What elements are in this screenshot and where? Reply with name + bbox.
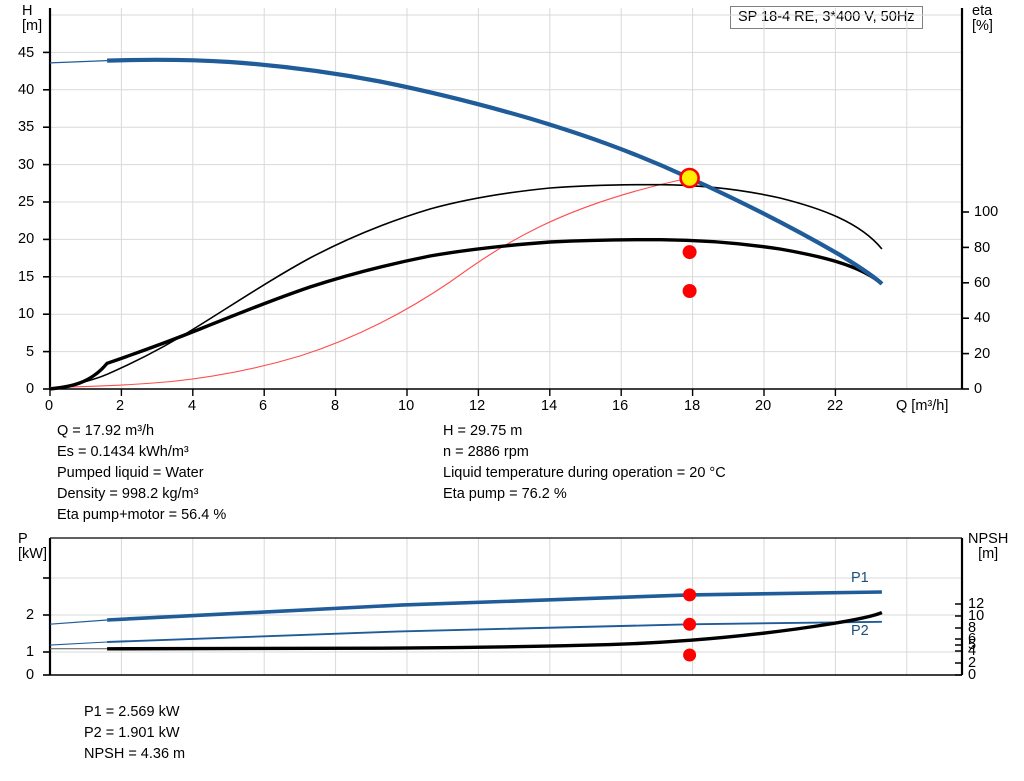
eta-pump-curve [49,183,883,390]
top-chart-y-left-ticks [43,51,50,390]
info-temperature: Liquid temperature during operation = 20… [443,465,726,481]
p2-duty-marker [683,617,697,631]
top-x-tick-2: 2 [116,398,125,414]
top-chart-vertical-gridlines [120,8,908,389]
info-p2: P2 = 1.901 kW [84,725,180,741]
info-density: Density = 998.2 kg/m³ [57,486,199,502]
top-y-right-tick-100: 100 [974,204,999,220]
top-x-tick-12: 12 [469,398,486,414]
top-x-tick-4: 4 [188,398,197,414]
top-chart-horizontal-gridlines [50,14,962,353]
top-chart-plot [43,8,969,396]
operating-data-left-column: Q = 17.92 m³/h Es = 0.1434 kWh/m³ Pumped… [57,421,226,526]
bottom-chart-y-left-label: P [18,531,28,547]
eta-pump-motor-duty-marker [682,284,697,298]
top-chart-y-left-axis-title: H [m] [22,4,42,34]
top-y-right-tick-80: 80 [974,240,991,256]
eta-pump-motor-curve [49,237,884,391]
info-p1: P1 = 2.569 kW [84,704,180,720]
npsh-curve [107,611,883,651]
bottom-chart-plot [43,537,964,676]
bottom-y-right-tick-10: 10 [968,608,985,624]
p1-duty-marker [683,588,697,602]
head-curve [49,60,108,64]
top-y-left-tick-35: 35 [18,119,35,135]
p2-curve-label: P2 [851,623,869,639]
top-chart-y-right-unit: [%] [972,18,993,34]
p2-curve [107,620,882,643]
bottom-chart-y-right-unit: [m] [978,546,999,562]
system-curve [49,177,690,388]
p1-curve-extension [49,619,108,625]
bottom-y-right-tick-2: 2 [968,655,977,671]
top-chart-y-right-ticks [962,211,969,390]
bottom-chart-y-left-ticks [43,577,50,676]
bottom-chart: P [kW] NPSH [m] [0,528,1024,698]
eta-pump-duty-marker [682,245,697,260]
info-npsh: NPSH = 4.36 m [84,746,186,762]
top-chart-x-ticks [49,389,837,396]
top-y-right-tick-40: 40 [974,310,991,326]
bottom-y-right-tick-5: 5 [968,637,977,653]
top-chart-y-left-unit: [m] [22,18,43,34]
top-x-tick-0: 0 [45,398,54,414]
bottom-y-right-tick-4: 4 [968,643,977,659]
info-eta-pump: Eta pump = 76.2 % [443,486,567,502]
bottom-chart-y-right-axis-title: NPSH [m] [968,532,1008,562]
power-data-column: P1 = 2.569 kW P2 = 1.901 kW NPSH = 4.36 … [84,702,185,765]
bottom-chart-y-left-axis-title: P [kW] [18,532,47,562]
info-eta-pump-motor: Eta pump+motor = 56.4 % [57,507,227,523]
top-x-tick-6: 6 [259,398,268,414]
top-chart-y-right-label: eta [972,3,993,19]
top-y-right-tick-20: 20 [974,346,991,362]
top-x-tick-8: 8 [331,398,340,414]
top-y-left-tick-20: 20 [18,231,35,247]
bottom-y-right-tick-6: 6 [968,631,977,647]
bottom-y-left-tick-0: 0 [26,667,35,683]
top-chart: H [m] eta [%] SP 18-4 RE, 3*400 V, 50Hz [18,4,999,415]
top-y-left-tick-45: 45 [18,45,35,61]
info-speed: n = 2886 rpm [443,444,529,460]
top-x-tick-16: 16 [612,398,629,414]
top-x-tick-18: 18 [684,398,701,414]
info-es: Es = 0.1434 kWh/m³ [57,444,189,460]
top-y-left-tick-25: 25 [18,194,35,210]
top-chart-y-left-label: H [22,3,33,19]
bottom-y-right-tick-0: 0 [968,667,977,683]
top-y-left-tick-5: 5 [26,344,35,360]
top-y-right-tick-0: 0 [974,381,983,397]
top-chart-y-right-axis-title: eta [%] [972,4,993,34]
bottom-y-right-tick-12: 12 [968,596,985,612]
p1-curve [106,590,882,622]
bottom-y-left-tick-2: 2 [26,607,35,623]
bottom-chart-y-right-label: NPSH [968,531,1009,547]
top-x-tick-10: 10 [398,398,415,414]
npsh-duty-marker [683,648,697,662]
bottom-chart-y-left-unit: [kW] [18,546,47,562]
bottom-y-left-tick-1: 1 [26,644,35,660]
head-curve-main [107,57,884,286]
info-h: H = 29.75 m [443,423,523,439]
top-y-left-tick-15: 15 [18,269,35,285]
duty-point-marker [679,167,700,189]
top-y-right-tick-60: 60 [974,275,991,291]
p1-curve-label: P1 [851,570,869,586]
top-chart-x-axis-title: Q [m³/h] [896,398,949,414]
operating-data-right-column: H = 29.75 m n = 2886 rpm Liquid temperat… [443,421,726,505]
bottom-y-right-tick-8: 8 [968,620,977,636]
top-y-left-tick-40: 40 [18,82,35,98]
top-x-tick-20: 20 [755,398,772,414]
p2-curve-extension [49,641,108,646]
top-x-tick-22: 22 [827,398,844,414]
top-x-tick-14: 14 [541,398,558,414]
info-q: Q = 17.92 m³/h [57,423,155,439]
top-y-left-tick-10: 10 [18,306,35,322]
info-liquid: Pumped liquid = Water [57,465,204,481]
top-y-left-tick-0: 0 [26,381,35,397]
bottom-chart-vertical-gridlines [120,538,908,675]
pump-model-title: SP 18-4 RE, 3*400 V, 50Hz [730,6,923,29]
bottom-chart-y-right-ticks [955,603,962,676]
top-y-left-tick-30: 30 [18,157,35,173]
